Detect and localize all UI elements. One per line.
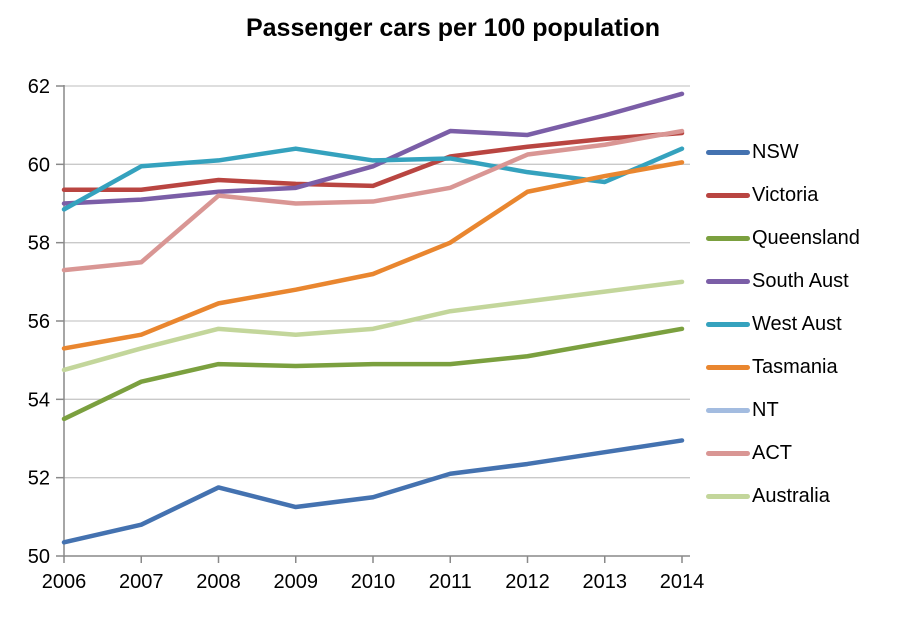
legend-label-victoria: Victoria bbox=[752, 183, 819, 206]
legend-item-queensland: Queensland bbox=[706, 226, 860, 250]
legend-swatch-act bbox=[706, 450, 750, 456]
series-line-victoria bbox=[61, 130, 685, 193]
legend-swatch-nsw bbox=[706, 149, 750, 155]
legend-item-nt: NT bbox=[706, 398, 860, 422]
legend-swatch-victoria bbox=[706, 192, 750, 198]
legend-item-tasmania: Tasmania bbox=[706, 355, 860, 379]
y-tick-label: 56 bbox=[28, 311, 50, 333]
x-tick-label: 2014 bbox=[660, 571, 705, 593]
y-tick-label: 50 bbox=[28, 546, 50, 568]
series-line-nsw bbox=[61, 438, 685, 545]
y-tick-label: 58 bbox=[28, 233, 50, 255]
x-tick-label: 2008 bbox=[196, 571, 241, 593]
series-line-south-aust bbox=[61, 91, 685, 206]
legend-item-victoria: Victoria bbox=[706, 183, 860, 207]
legend-swatch-south-aust bbox=[706, 278, 750, 284]
chart-title: Passenger cars per 100 population bbox=[245, 14, 661, 42]
legend-label-tasmania: Tasmania bbox=[752, 355, 838, 378]
y-tick-label: 62 bbox=[28, 76, 50, 98]
series-line-west-aust bbox=[61, 146, 685, 212]
legend-label-nt: NT bbox=[752, 398, 779, 421]
legend-item-west-aust: West Aust bbox=[706, 312, 860, 336]
x-tick-label: 2011 bbox=[429, 571, 472, 593]
legend-item-australia: Australia bbox=[706, 484, 860, 508]
x-tick-label: 2007 bbox=[119, 571, 164, 593]
legend-item-nsw: NSW bbox=[706, 140, 860, 164]
legend-item-act: ACT bbox=[706, 441, 860, 465]
series-line-act bbox=[61, 128, 685, 273]
legend-label-act: ACT bbox=[752, 441, 792, 464]
x-tick-label: 2012 bbox=[505, 571, 550, 593]
x-tick-label: 2013 bbox=[583, 571, 628, 593]
series-line-tasmania bbox=[61, 160, 685, 351]
legend-label-south-aust: South Aust bbox=[752, 269, 849, 292]
legend-label-australia: Australia bbox=[752, 484, 830, 507]
legend-label-nsw: NSW bbox=[752, 140, 799, 163]
y-tick-label: 60 bbox=[28, 154, 50, 176]
x-tick-label: 2006 bbox=[42, 571, 87, 593]
x-tick-label: 2009 bbox=[274, 571, 319, 593]
legend-swatch-queensland bbox=[706, 235, 750, 241]
legend: NSW Victoria Queensland South Aust West Aust… bbox=[706, 140, 860, 508]
y-tick-label: 54 bbox=[28, 389, 50, 411]
legend-label-west-aust: West Aust bbox=[752, 312, 842, 335]
legend-swatch-australia bbox=[706, 493, 750, 499]
legend-label-queensland: Queensland bbox=[752, 226, 860, 249]
legend-item-south-aust: South Aust bbox=[706, 269, 860, 293]
legend-swatch-west-aust bbox=[706, 321, 750, 327]
legend-swatch-tasmania bbox=[706, 364, 750, 370]
legend-swatch-nt bbox=[706, 407, 750, 413]
series-line-australia bbox=[61, 279, 685, 373]
series-line-queensland bbox=[61, 326, 685, 422]
y-tick-label: 52 bbox=[28, 468, 50, 490]
x-tick-label: 2010 bbox=[351, 571, 396, 593]
